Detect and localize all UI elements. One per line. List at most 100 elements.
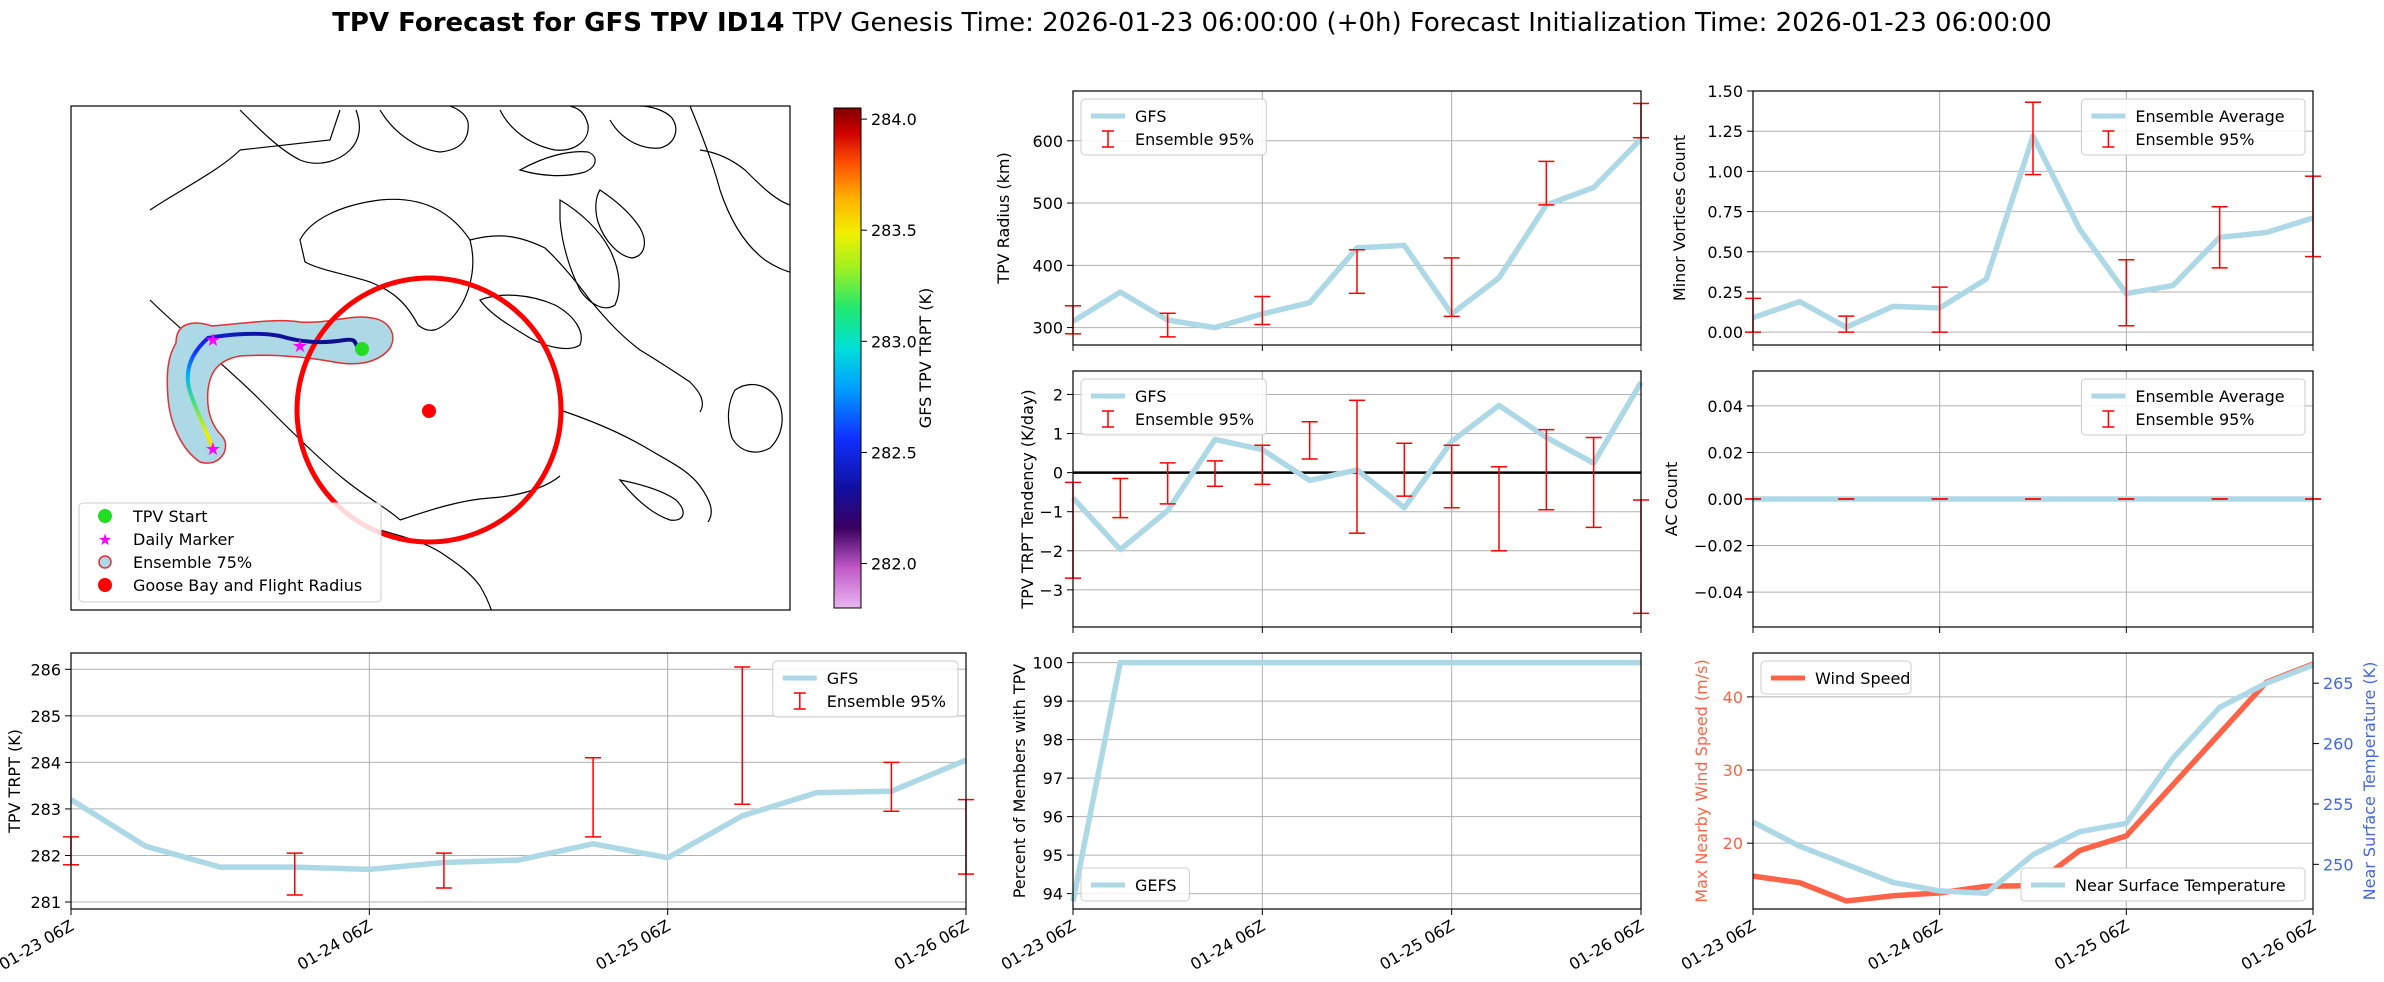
legend-label: GFS bbox=[1135, 387, 1166, 406]
legend-label: Wind Speed bbox=[1815, 669, 1910, 688]
goose-bay-marker bbox=[422, 404, 436, 418]
colorbar-tick-label: 282.5 bbox=[871, 443, 917, 462]
legend-box bbox=[2080, 378, 2306, 436]
y-tick-label: 300 bbox=[1032, 319, 1063, 338]
coastlines bbox=[149, 106, 790, 610]
map-legend-label: Daily Marker bbox=[133, 530, 234, 549]
map-legend: TPV Start ★ Daily Marker Ensemble 75% Go… bbox=[78, 502, 382, 603]
map-legend-box bbox=[78, 502, 382, 603]
minor-vortices-chart: 0.00 0.25 0.50 0.75 1.00 1.25 1.50 Minor Vortic… bbox=[1670, 82, 2321, 351]
y-tick-label: 0 bbox=[1053, 464, 1063, 483]
legend-box bbox=[772, 660, 959, 718]
plot-frame bbox=[1072, 370, 1642, 628]
y-tick-label: 20 bbox=[1723, 834, 1743, 853]
y-tick-label: 0.50 bbox=[1707, 243, 1743, 262]
legend-green-dot-icon bbox=[98, 509, 112, 523]
x-tick-label: 01-26 06Z bbox=[2238, 916, 2319, 974]
y-tick-label: −0.04 bbox=[1694, 583, 1743, 602]
y-tick-label: 96 bbox=[1043, 808, 1063, 827]
y-tick-label: 100 bbox=[1032, 654, 1063, 673]
y-tick-label: 95 bbox=[1043, 846, 1063, 865]
legend-label: GFS bbox=[1135, 107, 1166, 126]
map-panel: ★ ★ ★ TPV Start ★ Daily Marker Ensemble … bbox=[70, 105, 935, 611]
y-tick-label: 1.00 bbox=[1707, 162, 1743, 181]
legend-label: Ensemble 95% bbox=[2135, 410, 2254, 429]
y-tick-label: 284 bbox=[30, 753, 61, 772]
y-axis-label: TPV TRPT Tendency (K/day) bbox=[1018, 389, 1037, 609]
x-tick-label: 01-24 06Z bbox=[1864, 916, 1945, 974]
x-tick-label: 01-26 06Z bbox=[1566, 916, 1647, 974]
y-tick-label: 286 bbox=[30, 660, 61, 679]
legend-label: Ensemble 95% bbox=[1135, 130, 1254, 149]
colorbar: GFS TPV TRPT (K) 284.0 283.5 283.0 282.5 282… bbox=[833, 107, 935, 609]
y-tick-label: 0.04 bbox=[1707, 397, 1743, 416]
percent-members-chart: 100 99 98 97 96 95 94 Percent of Members with T… bbox=[998, 652, 1647, 974]
y-axis-label: TPV Radius (km) bbox=[994, 152, 1013, 285]
y-tick-label: −0.02 bbox=[1694, 537, 1743, 556]
y-axis-label: AC Count bbox=[1662, 462, 1681, 536]
y-tick-label: 400 bbox=[1032, 256, 1063, 275]
legend-box bbox=[1760, 660, 1912, 695]
map-legend-label: TPV Start bbox=[132, 507, 208, 526]
y-tick-label: 281 bbox=[30, 893, 61, 912]
y-tick-label: 2 bbox=[1053, 385, 1063, 404]
x-tick-label: 01-25 06Z bbox=[1376, 916, 1457, 974]
y-axis-label: Max Nearby Wind Speed (m/s) bbox=[1692, 659, 1711, 902]
trpt-chart: 286 285 284 283 282 281 TPV TRPT (K) 01-23 06Z 0… bbox=[0, 652, 974, 974]
radius-chart: 300 400 500 600 TPV Radius (km) GFS Ensemble 9… bbox=[994, 90, 1649, 351]
y-tick-label: 99 bbox=[1043, 692, 1063, 711]
y-axis-label: Percent of Members with TPV bbox=[1010, 664, 1029, 898]
legend-ensemble-circle-icon bbox=[98, 555, 112, 569]
y-tick-label: 98 bbox=[1043, 731, 1063, 750]
y-tick-label: 600 bbox=[1032, 132, 1063, 151]
x-tick-label: 01-23 06Z bbox=[998, 916, 1079, 974]
y-tick-label: 0.00 bbox=[1707, 490, 1743, 509]
legend-box bbox=[2020, 867, 2306, 902]
plot-frame bbox=[1072, 90, 1642, 346]
x-tick-label: 01-24 06Z bbox=[294, 916, 375, 974]
colorbar-tick-label: 283.0 bbox=[871, 332, 917, 351]
legend-box bbox=[2080, 98, 2306, 156]
map-legend-label: Ensemble 75% bbox=[133, 553, 252, 572]
legend-label: Ensemble 95% bbox=[1135, 410, 1254, 429]
legend-box bbox=[1080, 378, 1267, 436]
y-tick-label: 0.75 bbox=[1707, 203, 1743, 222]
plot-frame bbox=[1072, 652, 1642, 910]
x-tick-label: 01-26 06Z bbox=[891, 916, 972, 974]
y-tick-label: 285 bbox=[30, 707, 61, 726]
daily-marker-star: ★ bbox=[292, 336, 308, 357]
y-tick-label: 1.25 bbox=[1707, 122, 1743, 141]
y-tick-label: 94 bbox=[1043, 885, 1063, 904]
tpv-start-marker bbox=[355, 342, 369, 356]
legend-label: Near Surface Temperature bbox=[2075, 876, 2286, 895]
colorbar-gradient bbox=[833, 107, 862, 609]
y-axis-label: TPV TRPT (K) bbox=[5, 729, 24, 834]
plot-frame bbox=[70, 652, 967, 910]
ac-count-chart: 0.04 0.02 0.00 −0.02 −0.04 AC Count Ensemble A… bbox=[1662, 370, 2321, 633]
y-tick-label: 0.25 bbox=[1707, 283, 1743, 302]
y-tick-label: 500 bbox=[1032, 194, 1063, 213]
y-tick-label: 283 bbox=[30, 800, 61, 819]
y-tick-label: 282 bbox=[30, 846, 61, 865]
legend-label: GFS bbox=[827, 669, 858, 688]
y-right-tick-label: 265 bbox=[2323, 674, 2354, 693]
legend-star-icon: ★ bbox=[98, 530, 112, 549]
legend-label: Ensemble 95% bbox=[2135, 130, 2254, 149]
plot-frame bbox=[1752, 652, 2314, 910]
y-tick-label: 97 bbox=[1043, 769, 1063, 788]
x-tick-label: 01-23 06Z bbox=[1678, 916, 1759, 974]
flight-radius-circle bbox=[294, 275, 564, 545]
plot-area bbox=[1073, 653, 1641, 909]
legend-box bbox=[1080, 98, 1267, 156]
x-tick-label: 01-25 06Z bbox=[592, 916, 673, 974]
series-line-near-surface-temperature bbox=[1751, 662, 2314, 897]
y-tick-label: 1.50 bbox=[1707, 82, 1743, 101]
legend-label: GEFS bbox=[1135, 876, 1177, 895]
map-legend-label: Goose Bay and Flight Radius bbox=[133, 576, 362, 595]
y-right-tick-label: 255 bbox=[2323, 795, 2354, 814]
x-tick-label: 01-24 06Z bbox=[1187, 916, 1268, 974]
legend-label: Ensemble Average bbox=[2135, 107, 2284, 126]
y-tick-label: 1 bbox=[1053, 425, 1063, 444]
y-tick-label: −1 bbox=[1039, 503, 1063, 522]
